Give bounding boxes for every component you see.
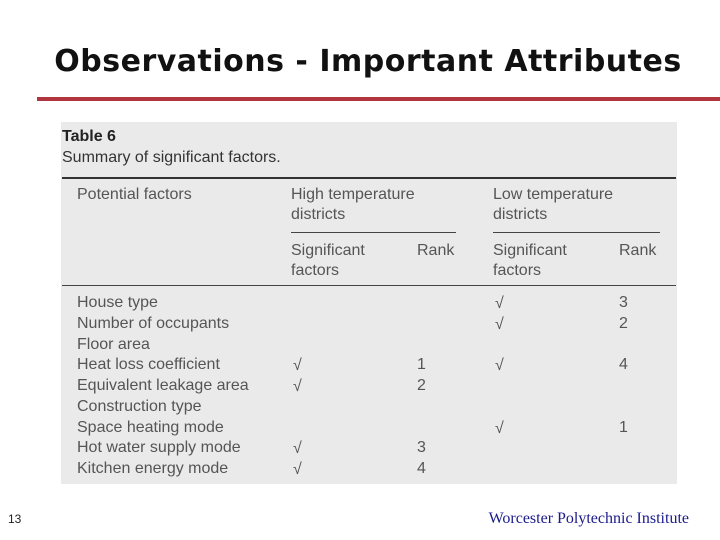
header-low-significant-line1: Significant — [493, 242, 567, 259]
header-low-temp-line1: Low temperature — [493, 186, 614, 203]
table-row-factor: Space heating mode — [77, 419, 224, 436]
table-row-factor: Kitchen energy mode — [77, 460, 229, 477]
check-icon: √ — [495, 295, 504, 312]
check-icon: √ — [293, 461, 302, 478]
header-bottom-rule — [62, 285, 676, 286]
low-rank-value: 2 — [619, 315, 628, 332]
table-caption-text: Summary of significant factors. — [62, 149, 281, 166]
high-rank-value: 2 — [417, 377, 426, 394]
low-rank-value: 1 — [619, 419, 628, 436]
low-group-rule — [493, 232, 660, 233]
header-low-significant-line2: factors — [493, 262, 542, 279]
slide-page-number: 13 — [8, 512, 22, 526]
header-high-significant-line1: Significant — [291, 242, 365, 259]
high-rank-value: 4 — [417, 460, 426, 477]
table-row-factor: House type — [77, 294, 158, 311]
table-row-factor: Floor area — [77, 336, 150, 353]
header-low-rank: Rank — [619, 242, 657, 259]
header-potential-factors: Potential factors — [77, 186, 192, 203]
institution-name: Worcester Polytechnic Institute — [488, 510, 689, 527]
slide-title: Observations - Important Attributes — [54, 44, 682, 79]
high-rank-value: 3 — [417, 439, 426, 456]
check-icon: √ — [495, 357, 504, 374]
check-icon: √ — [495, 316, 504, 333]
header-high-temp-line1: High temperature — [291, 186, 415, 203]
low-rank-value: 4 — [619, 356, 628, 373]
table-row-factor: Construction type — [77, 398, 202, 415]
check-icon: √ — [293, 440, 302, 457]
table-caption-label: Table 6 — [62, 128, 116, 145]
high-rank-value: 1 — [417, 356, 426, 373]
low-rank-value: 3 — [619, 294, 628, 311]
table-row-factor: Number of occupants — [77, 315, 230, 332]
high-group-rule — [291, 232, 456, 233]
table-row-factor: Heat loss coefficient — [77, 356, 220, 373]
header-high-significant-line2: factors — [291, 262, 340, 279]
header-high-rank: Rank — [417, 242, 455, 259]
header-low-temp-line2: districts — [493, 206, 548, 223]
check-icon: √ — [293, 357, 302, 374]
title-divider — [37, 97, 720, 101]
table-row-factor: Equivalent leakage area — [77, 377, 249, 394]
table-image-panel — [61, 122, 677, 484]
table-top-rule — [62, 177, 676, 179]
check-icon: √ — [293, 378, 302, 395]
table-row-factor: Hot water supply mode — [77, 439, 241, 456]
header-high-temp-line2: districts — [291, 206, 346, 223]
check-icon: √ — [495, 420, 504, 437]
